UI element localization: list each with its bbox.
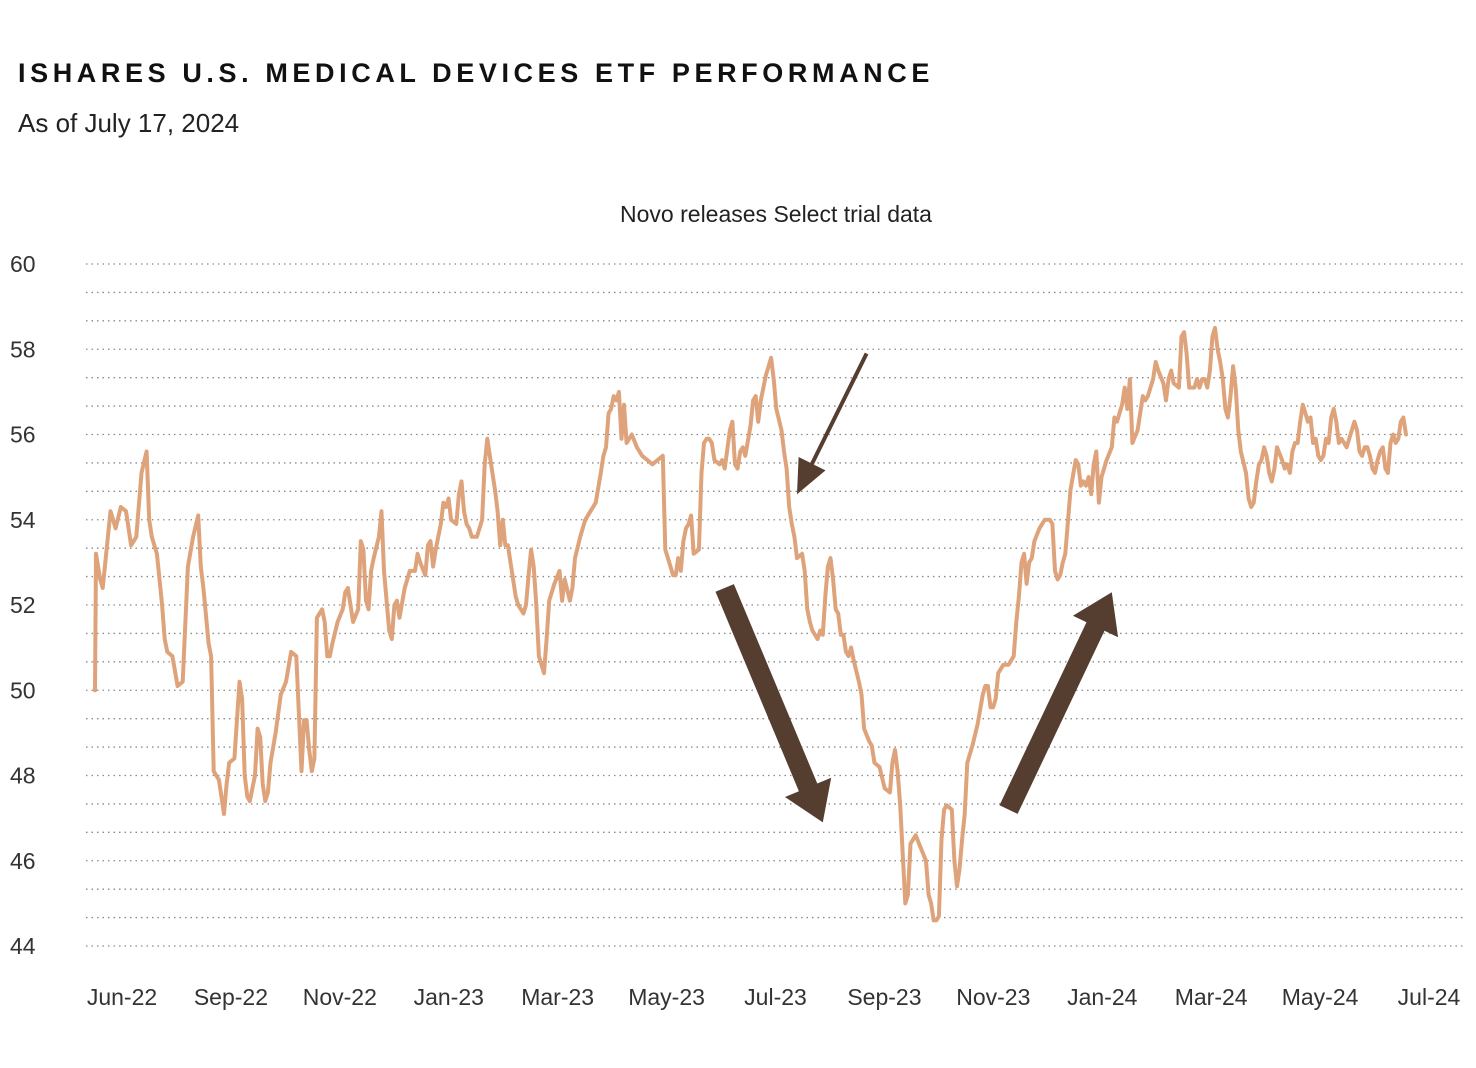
annotation-label: Novo releases Select trial data	[620, 201, 932, 227]
gridlines	[86, 263, 1466, 947]
x-tick-label: Jan-24	[1067, 984, 1138, 1010]
x-tick-label: Nov-23	[956, 984, 1030, 1010]
x-tick-label: May-24	[1282, 984, 1359, 1010]
y-tick-label: 60	[10, 251, 36, 277]
x-tick-label: Nov-22	[303, 984, 377, 1010]
y-tick-label: 50	[10, 677, 36, 703]
chart-subtitle: As of July 17, 2024	[18, 108, 240, 138]
y-tick-label: 52	[10, 592, 36, 618]
x-tick-label: Sep-23	[847, 984, 921, 1010]
series-line	[93, 325, 1408, 923]
y-tick-label: 54	[10, 507, 36, 533]
series-group	[93, 325, 1408, 923]
up-arrow	[999, 592, 1119, 814]
x-tick-label: Jan-23	[414, 984, 484, 1010]
x-tick-label: Mar-23	[521, 984, 594, 1010]
x-axis-labels: Jun-22 Sep-22 Nov-22 Jan-23 Mar-23 May-23 Jul-…	[87, 984, 1461, 1010]
chart-title: ISHARES U.S. MEDICAL DEVICES ETF PERFORM…	[18, 58, 934, 88]
x-tick-label: Jul-24	[1398, 984, 1461, 1010]
annotation-arrow	[797, 352, 869, 495]
x-tick-label: May-23	[628, 984, 705, 1010]
x-tick-label: Sep-22	[194, 984, 268, 1010]
y-tick-label: 58	[10, 336, 36, 362]
x-tick-label: Jul-23	[744, 984, 807, 1010]
y-axis-labels: 60 58 56 54 52 50 48 46 44	[10, 251, 36, 959]
y-tick-label: 48	[10, 763, 36, 789]
x-tick-label: Mar-24	[1175, 984, 1248, 1010]
y-tick-label: 56	[10, 422, 36, 448]
y-tick-label: 44	[10, 933, 36, 959]
y-tick-label: 46	[10, 848, 36, 874]
down-arrow	[715, 584, 832, 823]
arrow-group	[715, 352, 1119, 823]
x-tick-label: Jun-22	[87, 984, 157, 1010]
